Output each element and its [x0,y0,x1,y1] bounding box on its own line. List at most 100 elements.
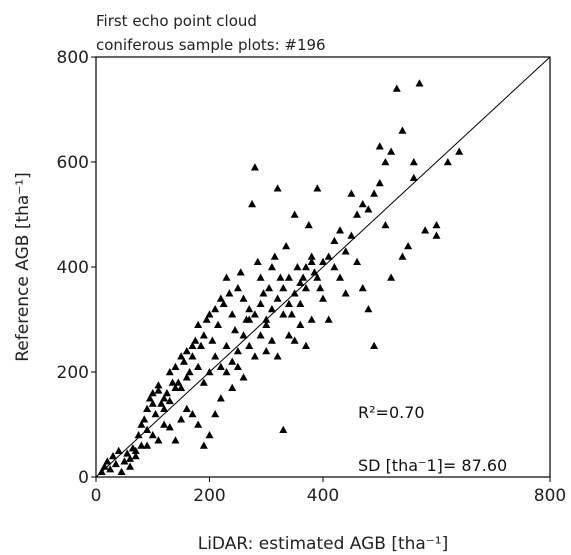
data-point [284,331,293,339]
data-point [100,462,109,470]
data-point [250,352,259,360]
data-point [205,431,214,439]
data-point [253,257,262,265]
data-point [404,242,413,250]
data-point [276,273,285,281]
data-point [120,457,129,465]
data-point [106,465,115,473]
x-axis: 0 200 400 800 [91,477,566,506]
data-point [137,441,146,449]
data-point [148,389,157,397]
data-point [228,357,237,365]
data-point [353,210,362,218]
data-point [370,189,379,197]
data-point [182,373,191,381]
y-tick-label: 400 [57,258,89,278]
data-point [165,396,174,405]
data-point [202,315,211,323]
data-point [114,446,123,454]
data-point [165,368,174,376]
data-point [304,221,313,229]
data-point [296,299,305,307]
data-point [313,184,322,192]
data-point [239,294,248,302]
data-point [182,347,191,355]
data-point [194,420,203,428]
data-point [250,163,259,171]
data-point [222,273,231,281]
data-point [117,467,126,475]
data-point [455,147,464,155]
data-point [239,373,248,381]
data-point [443,158,452,166]
data-point [228,310,237,318]
data-point [296,278,305,286]
data-point [245,341,254,349]
data-point [157,399,166,407]
data-point [222,341,231,349]
x-axis-label: LiDAR: estimated AGB [tha⁻¹] [198,534,449,554]
data-point [97,467,106,475]
y-axis-label: Reference AGB [tha⁻¹] [13,172,33,362]
data-point [301,263,310,271]
data-point [353,257,362,265]
data-point [398,126,407,134]
x-tick-label: 200 [193,486,225,506]
data-point [239,331,248,339]
data-point [188,352,197,360]
data-point [148,431,157,439]
data-point [319,257,327,265]
data-point [392,84,401,92]
y-axis: 0 200 400 600 800 [57,48,96,488]
data-point [177,383,186,391]
data-point [273,184,282,192]
data-point [148,399,157,407]
data-point [211,352,220,360]
data-point [293,263,302,271]
data-point [256,273,265,281]
data-point [123,449,132,457]
x-tick-label: 400 [307,486,339,506]
data-point [131,446,140,454]
chart-title: First echo point cloud [96,12,257,30]
data-point [160,404,169,412]
data-point [160,420,169,428]
data-point [222,368,231,376]
data-point [310,268,319,276]
data-point [103,457,112,465]
data-point [273,294,282,302]
data-point [290,210,299,218]
data-point [211,410,220,418]
data-point [231,326,240,334]
x-tick-label: 0 [91,486,102,506]
data-point [267,263,276,271]
data-point [196,341,205,349]
data-point [171,362,180,370]
data-point [421,226,430,234]
data-point [199,331,208,339]
data-point [330,263,339,271]
data-point [179,357,188,365]
data-point [214,320,223,328]
data-point [205,310,214,318]
data-point [165,423,174,431]
data-point [330,236,339,244]
data-point [307,315,316,323]
data-point [270,252,279,260]
data-point [228,383,237,391]
data-point [154,386,163,394]
data-point [301,284,310,292]
data-point [248,200,257,208]
data-point [381,158,390,166]
data-point [265,284,274,292]
data-point [259,289,268,297]
data-point [143,404,152,412]
y-tick-label: 800 [57,48,89,68]
chart-subtitle: coniferous sample plots: #196 [96,36,326,54]
data-point [185,368,194,376]
data-point [182,404,191,412]
data-point [267,336,276,344]
sd-annotation: SD [tha⁻1]= 87.60 [358,456,507,475]
data-point [162,389,171,397]
data-point [336,226,345,234]
